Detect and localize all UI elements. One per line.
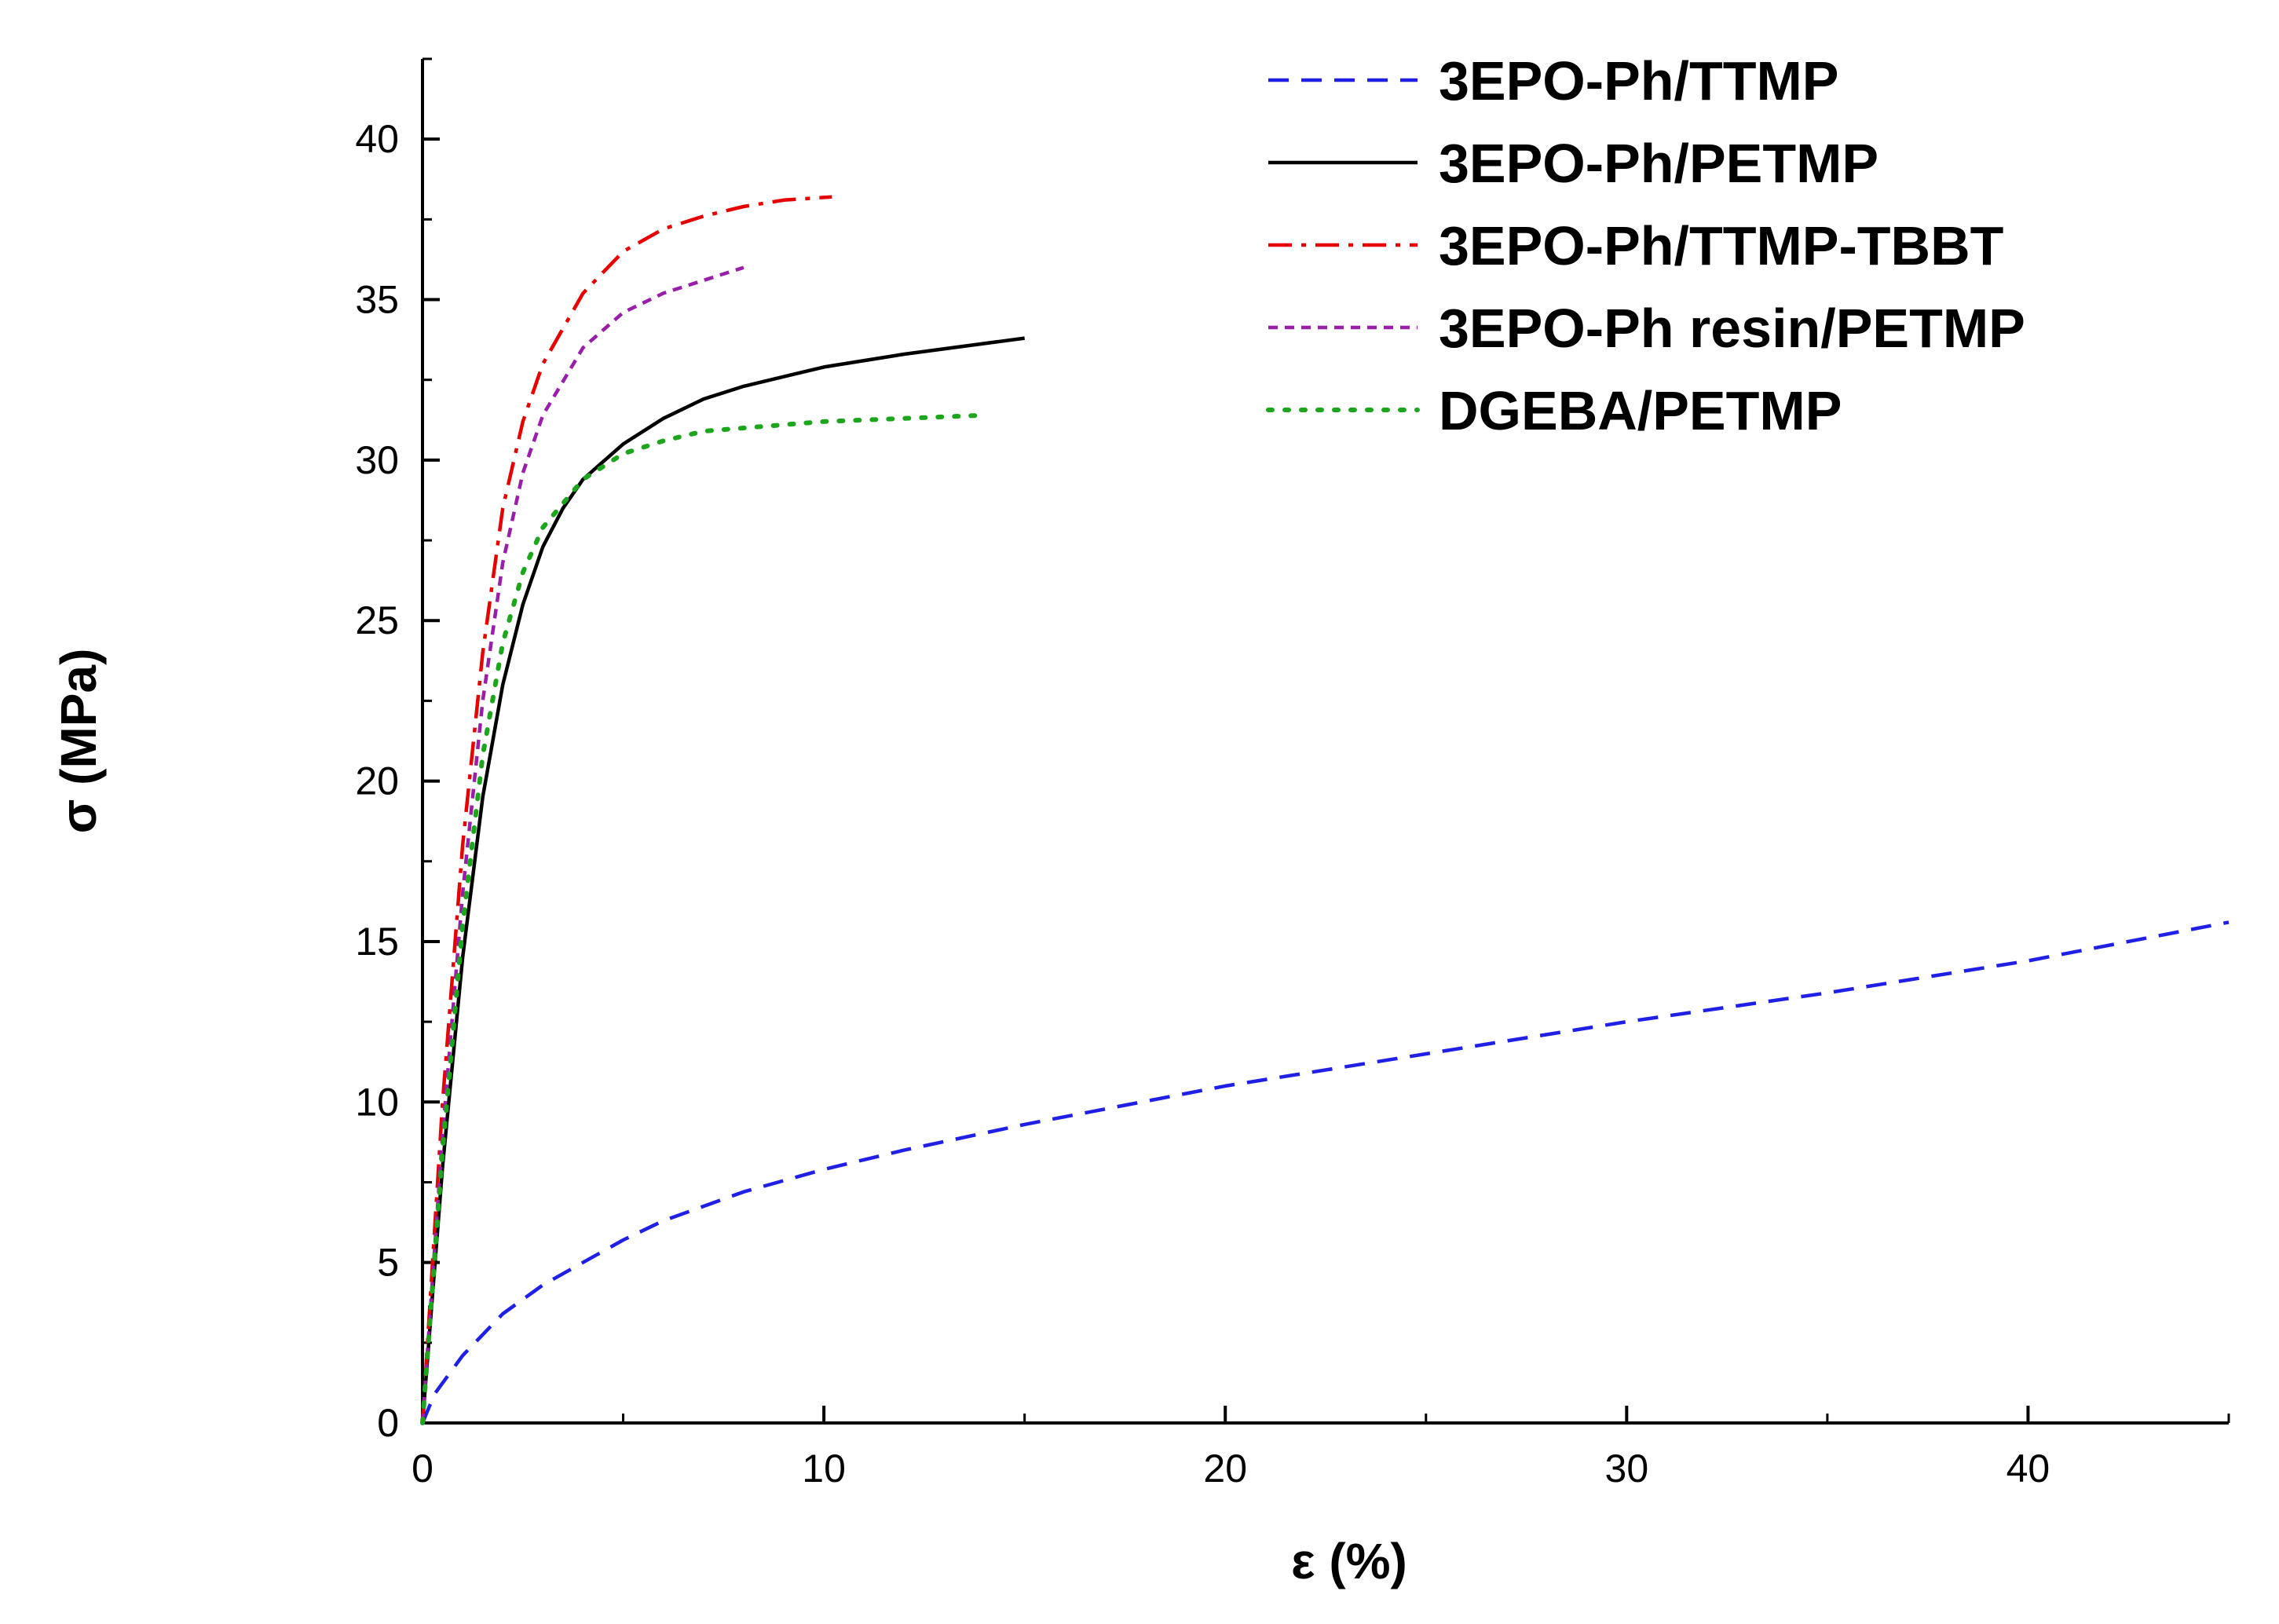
y-tick-label: 30	[355, 438, 399, 482]
series-line-3epo-ph-ttmp-tbbt	[420, 195, 832, 1424]
y-tick-label: 10	[355, 1080, 399, 1124]
y-tick-label: 5	[377, 1241, 399, 1285]
axes: 0 10 20 30 40 0 5 10 15 20 25 30 35 40	[355, 57, 2230, 1490]
legend-label-3epo-ph-petmp: 3EPO-Ph/PETMP	[1439, 133, 1878, 194]
y-tick-label: 25	[355, 598, 399, 642]
legend-label-dgeba-petmp: DGEBA/PETMP	[1439, 380, 1842, 441]
x-tick-label: 30	[1605, 1447, 1649, 1490]
x-tick-label: 10	[802, 1447, 846, 1490]
legend-label-3epo-ph-resin-petmp: 3EPO-Ph resin/PETMP	[1439, 298, 2025, 359]
x-tick-label: 20	[1203, 1447, 1247, 1490]
legend-label-3epo-ph-ttmp: 3EPO-Ph/TTMP	[1439, 50, 1838, 112]
y-tick-label: 0	[377, 1401, 399, 1445]
legend: 3EPO-Ph/TTMP 3EPO-Ph/PETMP 3EPO-Ph/TTMP-TB…	[1266, 50, 2025, 441]
x-axis-title: ε (%)	[1291, 1533, 1407, 1589]
y-tick-label: 20	[355, 759, 399, 803]
plot-area	[420, 195, 2230, 1425]
x-tick-label: 0	[412, 1447, 433, 1490]
y-axis-title: σ (MPa)	[50, 649, 107, 834]
y-tick-label: 35	[355, 278, 399, 322]
y-tick-label: 15	[355, 920, 399, 964]
x-tick-label: 40	[2006, 1447, 2050, 1490]
series-line-dgeba-petmp	[420, 412, 987, 1425]
series-line-3epo-ph-ttmp	[420, 920, 2230, 1424]
legend-label-3epo-ph-ttmp-tbbt: 3EPO-Ph/TTMP-TBBT	[1439, 215, 2003, 276]
y-tick-label: 40	[355, 117, 399, 161]
series-line-3epo-ph-petmp	[420, 336, 1025, 1424]
axis-titles: ε (%) σ (MPa)	[50, 649, 1407, 1589]
